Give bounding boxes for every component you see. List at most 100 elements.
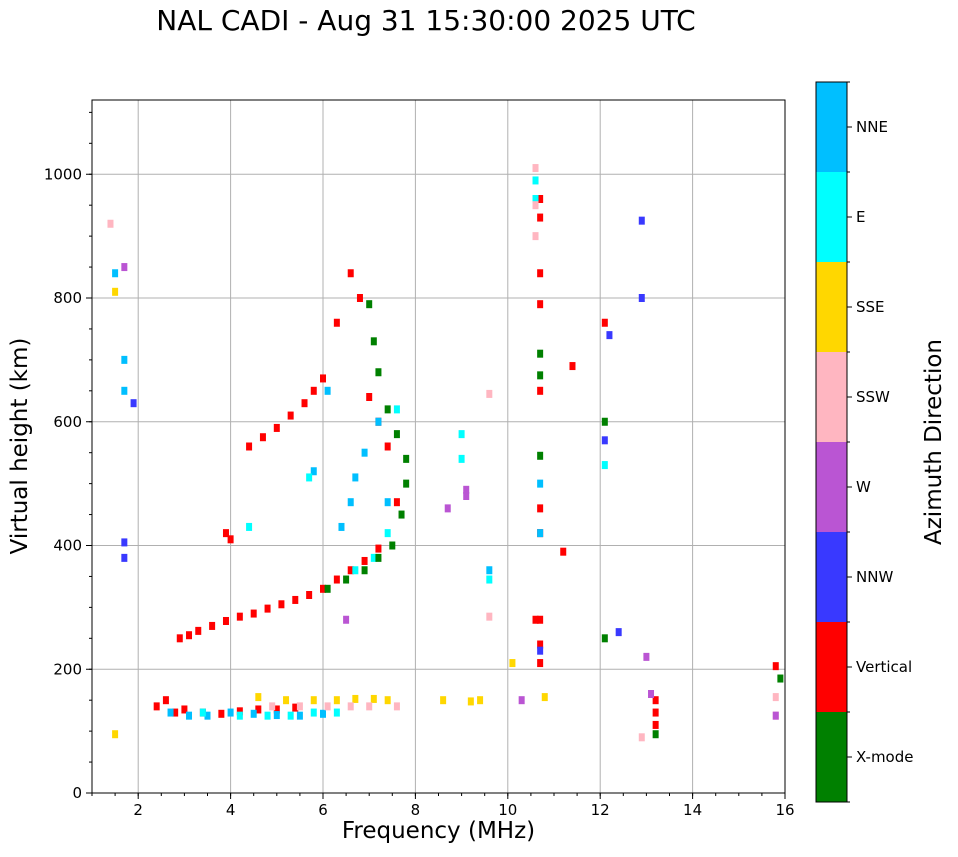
data-point-nne [112,269,119,278]
data-point-ssw [772,693,779,702]
data-point-nne [384,498,391,507]
x-tick-label: 14 [683,801,702,819]
data-point-nne [167,708,174,717]
colorbar-tick-label: SSW [856,388,890,406]
data-point-vertical [652,708,659,717]
data-point-vertical [347,269,354,278]
data-point-vertical [273,705,280,714]
data-point-e [236,711,243,720]
y-tick-label: 400 [53,537,82,555]
colorbar-swatch [816,262,847,352]
plot-area [92,100,785,793]
data-point-vertical [393,498,400,507]
data-point-ssw [269,702,276,711]
data-point-e [199,708,206,717]
data-point-vertical [181,705,188,714]
x-tick-label: 16 [775,801,794,819]
data-point-vertical [375,544,382,553]
x-tick-label: 2 [133,801,143,819]
data-point-vertical [560,547,567,556]
data-point-sse [440,696,447,705]
colorbar-frame [815,81,848,803]
data-point-sse [370,694,377,703]
data-point-vertical [264,604,271,613]
data-point-vertical [218,709,225,718]
data-point-vertical [227,535,234,544]
data-point-sse [384,696,391,705]
x-tick-label: 8 [411,801,421,819]
data-point-x-mode [370,337,377,346]
x-tick-label: 10 [498,801,517,819]
data-point-x-mode [384,405,391,414]
data-point-x-mode [403,479,410,488]
data-point-nne [347,498,354,507]
data-point-e [458,430,465,439]
data-point-ssw [532,164,539,173]
data-point-e [458,454,465,463]
data-point-vertical [236,612,243,621]
data-point-vertical [537,386,544,395]
data-point-w [463,492,470,500]
data-point-vertical [772,662,779,671]
colorbar-tick-label: Vertical [856,658,912,676]
data-point-w [463,485,470,494]
x-tick-label: 6 [318,801,328,819]
data-point-ssw [532,232,539,241]
data-point-x-mode [366,300,373,309]
data-point-ssw [366,702,373,711]
data-point-vertical [292,595,299,604]
data-point-e [333,708,340,717]
data-point-w [648,690,655,698]
data-point-vertical [537,504,544,513]
data-point-vertical [310,386,317,395]
x-tick-label: 4 [226,801,236,819]
data-point-e [264,711,271,720]
data-point-x-mode [375,368,382,377]
colorbar-tick-label: W [856,478,871,496]
data-point-x-mode [537,349,544,358]
colorbar-swatch [816,712,847,802]
data-point-nne [310,467,317,476]
data-point-x-mode [537,451,544,460]
data-point-vertical [537,300,544,309]
colorbar-swatch [816,532,847,622]
data-point-e [370,553,377,562]
data-point-vertical [333,318,340,327]
data-point-x-mode [652,730,659,739]
colorbar-swatch [816,442,847,532]
data-point-vertical [162,696,169,705]
data-point-nne [273,711,280,720]
data-point-vertical [537,269,544,278]
data-point-vertical [601,318,608,327]
data-point-x-mode [601,634,608,643]
y-tick-label: 1000 [44,165,82,183]
data-point-x-mode [375,553,382,562]
data-point-vertical [320,584,326,593]
colorbar-swatch [816,172,847,262]
data-point-vertical [209,621,216,630]
colorbar-tick-label: X-mode [856,748,913,766]
data-point-w [444,504,451,513]
colorbar-tick-label: E [856,208,865,226]
y-tick-label: 0 [72,784,82,802]
data-point-x-mode [324,584,331,593]
data-point-nne [121,386,128,395]
data-point-nne [375,417,382,426]
colorbar-swatch [816,622,847,712]
data-point-vertical [537,615,544,624]
data-point-w [643,652,650,661]
data-point-nnw [121,553,128,562]
data-point-w [343,615,350,624]
data-point-e [310,708,317,717]
data-point-sse [112,287,119,296]
data-point-ssw [638,733,645,742]
x-axis-label: Frequency (MHz) [341,818,536,844]
y-tick-label: 800 [53,289,82,307]
data-point-x-mode [601,417,608,426]
data-point-vertical [366,393,373,401]
data-point-vertical [236,707,243,716]
data-point-vertical [186,631,193,640]
data-point-sse [477,696,484,705]
data-point-x-mode [343,575,350,584]
data-point-nne [486,566,493,575]
